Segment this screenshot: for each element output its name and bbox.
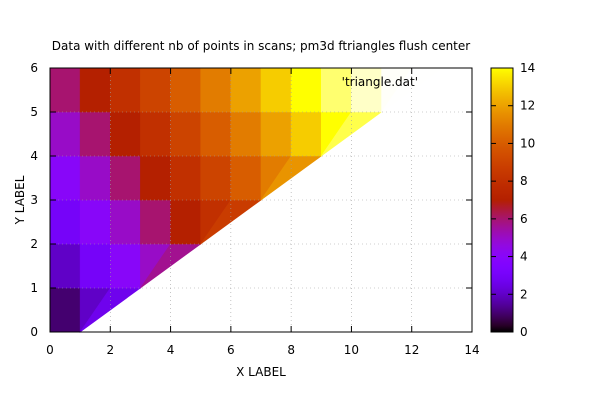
y-tick-label: 4 (30, 149, 38, 163)
y-axis-ticks: 0 1 2 3 4 5 6 (30, 61, 472, 339)
surface-cell-32 (290, 111, 322, 157)
surface-cell-39 (170, 67, 202, 113)
surface-cell-21 (230, 155, 262, 201)
x-tick-label: 2 (106, 343, 114, 357)
surface-cell-15 (49, 155, 81, 201)
colorbar-tick-label: 10 (520, 136, 535, 150)
surface-cell-41 (230, 67, 262, 113)
y-axis-label: Y LABEL (13, 175, 27, 225)
surface-cell-42 (260, 67, 292, 113)
surface-cell-4 (79, 243, 111, 289)
surface-cell-18 (140, 155, 171, 201)
colorbar-tick-label: 12 (520, 99, 535, 113)
surface-cell-28 (170, 111, 202, 157)
surface-cell-29 (200, 111, 232, 157)
surface-cell-3 (49, 243, 81, 289)
x-tick-label: 4 (167, 343, 175, 357)
colorbar (490, 67, 514, 333)
y-tick-label: 1 (30, 281, 38, 295)
chart-title: Data with different nb of points in scan… (52, 39, 471, 53)
colorbar-tick-label: 8 (520, 174, 528, 188)
surface-cell-8 (49, 199, 81, 245)
y-tick-label: 2 (30, 237, 38, 251)
surface-cell-25 (79, 111, 111, 157)
colorbar-tick-label: 6 (520, 212, 528, 226)
surface-cell-24 (49, 111, 81, 157)
surface-cell-5 (109, 243, 141, 289)
surface-cell-40 (200, 67, 232, 113)
legend-entry: 'triangle.dat' (342, 75, 418, 89)
surface-cell-19 (170, 155, 202, 201)
surface-cell-10 (109, 199, 141, 245)
surface-cell-27 (140, 111, 171, 157)
surface-cell-12 (170, 199, 202, 245)
y-tick-label: 0 (30, 325, 38, 339)
colorbar-tick-label: 2 (520, 287, 528, 301)
x-axis-ticks: 0 2 4 6 8 10 12 14 (46, 68, 480, 357)
x-tick-label: 12 (404, 343, 419, 357)
y-tick-label: 3 (30, 193, 38, 207)
x-tick-label: 0 (46, 343, 54, 357)
surface-cell-0 (49, 287, 81, 333)
x-tick-label: 8 (287, 343, 295, 357)
surface-cell-17 (109, 155, 141, 201)
x-tick-label: 10 (344, 343, 359, 357)
surface-cell-43 (290, 67, 322, 113)
surface-cell-20 (200, 155, 232, 201)
surface-cell-36 (79, 67, 111, 113)
x-tick-label: 6 (227, 343, 235, 357)
surface-cell-16 (79, 155, 111, 201)
x-axis-label: X LABEL (236, 365, 286, 379)
colorbar-ticks: 0 2 4 6 8 10 12 14 (491, 61, 535, 339)
surface-cell-30 (230, 111, 262, 157)
colorbar-tick-label: 4 (520, 250, 528, 264)
grid-lines (50, 68, 472, 332)
x-tick-label: 14 (464, 343, 479, 357)
pm3d-surface (49, 67, 443, 333)
y-tick-label: 5 (30, 105, 38, 119)
surface-cell-37 (109, 67, 141, 113)
surface-cell-38 (140, 67, 171, 113)
surface-cell-9 (79, 199, 111, 245)
colorbar-tick-label: 0 (520, 325, 528, 339)
surface-cell-11 (140, 199, 171, 245)
y-tick-label: 6 (30, 61, 38, 75)
surface-cell-31 (260, 111, 292, 157)
surface-cell-26 (109, 111, 141, 157)
surface-cell-35 (49, 67, 81, 113)
colorbar-tick-label: 14 (520, 61, 535, 75)
